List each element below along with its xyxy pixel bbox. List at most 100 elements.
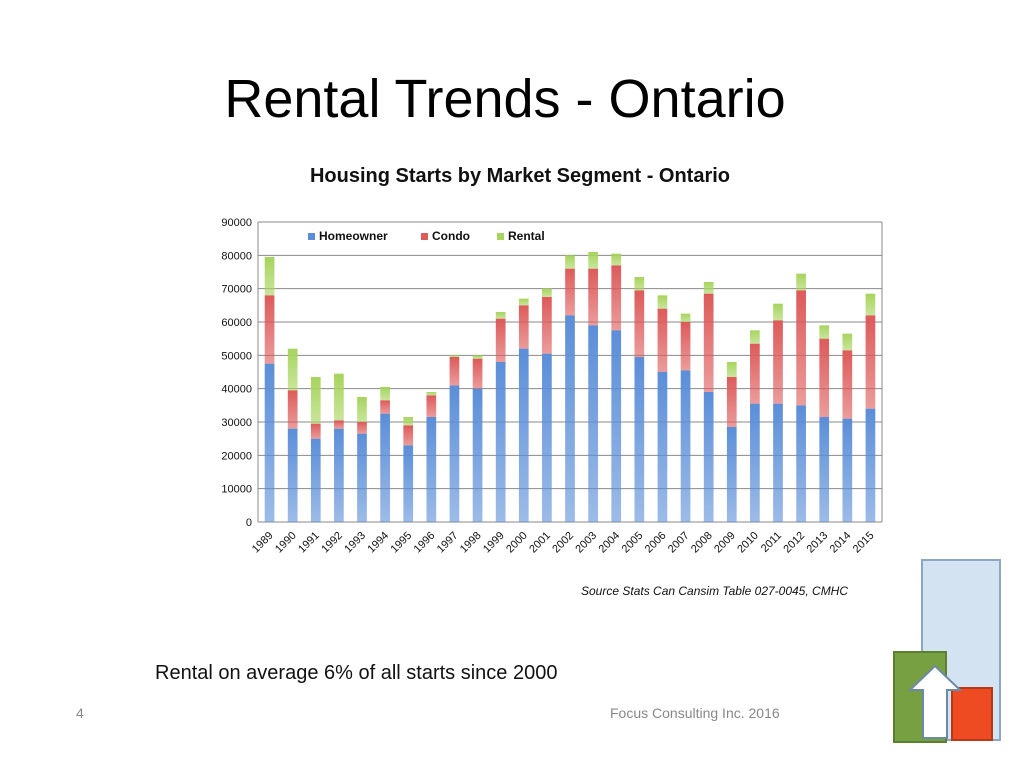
bar-rental-1989 — [264, 257, 275, 296]
bar-condo-2008 — [703, 293, 714, 392]
footer-text: Focus Consulting Inc. 2016 — [610, 705, 780, 721]
x-tick-label: 1993 — [342, 530, 368, 556]
x-tick-label: 2010 — [735, 530, 761, 556]
x-tick-label: 2001 — [527, 530, 553, 556]
bar-rental-2011 — [773, 303, 783, 321]
x-tick-label: 2005 — [620, 530, 646, 556]
y-tick-label: 80000 — [221, 250, 252, 262]
slide-title: Rental Trends - Ontario — [224, 69, 786, 129]
bar-condo-2002 — [565, 268, 575, 316]
y-tick-label: 0 — [246, 517, 252, 529]
bar-homeowner-2006 — [657, 372, 668, 522]
bar-homeowner-2009 — [726, 427, 737, 522]
x-tick-label: 2011 — [759, 530, 784, 555]
bar-rental-1998 — [472, 355, 483, 359]
bar-homeowner-1994 — [380, 413, 390, 522]
bar-condo-2010 — [750, 343, 760, 404]
bar-homeowner-1996 — [426, 417, 437, 522]
bar-homeowner-1990 — [287, 428, 298, 522]
x-tick-label: 1996 — [412, 530, 438, 556]
chart-title: Housing Starts by Market Segment - Ontar… — [309, 165, 731, 187]
bar-condo-1993 — [357, 422, 367, 434]
bar-rental-1997 — [449, 355, 460, 357]
bar-condo-2001 — [542, 297, 552, 354]
summary-text: Rental on average 6% of all starts since… — [155, 662, 558, 684]
bar-rental-2008 — [703, 282, 714, 294]
x-tick-label: 2000 — [504, 530, 530, 556]
bar-homeowner-1992 — [334, 428, 344, 522]
bar-rental-1999 — [495, 312, 506, 319]
bar-condo-2005 — [634, 290, 645, 357]
bar-condo-1995 — [403, 425, 414, 446]
x-tick-label: 1991 — [296, 530, 322, 556]
bar-rental-2007 — [680, 313, 691, 322]
bar-rental-2003 — [588, 252, 598, 269]
x-tick-label: 1999 — [481, 530, 507, 556]
bar-rental-1994 — [380, 387, 390, 401]
bar-condo-2003 — [588, 268, 598, 326]
slide-number: 4 — [76, 705, 84, 721]
bar-condo-2004 — [611, 265, 622, 331]
bar-condo-2006 — [657, 308, 668, 372]
bar-homeowner-2001 — [542, 353, 552, 522]
bar-rental-2013 — [819, 325, 830, 339]
bar-homeowner-2004 — [611, 330, 622, 522]
bar-homeowner-2007 — [680, 370, 691, 522]
bar-homeowner-1993 — [357, 433, 367, 522]
bar-condo-2009 — [726, 377, 737, 427]
bar-homeowner-1997 — [449, 385, 460, 522]
bar-homeowner-1999 — [495, 362, 506, 522]
bar-rental-2002 — [565, 255, 575, 269]
bar-homeowner-1991 — [310, 438, 321, 522]
stacked-bar-chart: 0 10000 20000 30000 40000 50000 60000 70000 8000… — [221, 217, 883, 556]
x-tick-label: 2015 — [851, 530, 877, 556]
bar-rental-2010 — [750, 330, 760, 344]
bar-homeowner-1998 — [472, 388, 483, 522]
source-note: Source Stats Can Cansim Table 027-0045, … — [581, 584, 849, 598]
bar-condo-2014 — [842, 350, 853, 419]
bar-condo-1996 — [426, 395, 437, 417]
bar-condo-2015 — [865, 315, 876, 409]
bar-rental-2004 — [611, 253, 622, 266]
bar-condo-2013 — [819, 338, 830, 417]
x-tick-label: 2004 — [597, 530, 623, 556]
legend-swatch-rental — [497, 233, 504, 240]
y-tick-label: 50000 — [221, 350, 252, 362]
x-tick-label: 2003 — [573, 530, 599, 556]
x-tick-label: 2002 — [550, 530, 576, 556]
bar-rental-1991 — [310, 377, 321, 424]
bar-rental-2009 — [726, 362, 737, 377]
y-tick-label: 20000 — [221, 450, 252, 462]
bar-rental-2006 — [657, 295, 668, 309]
legend-swatch-condo — [421, 233, 428, 240]
x-tick-label: 1995 — [389, 530, 415, 556]
bar-homeowner-2015 — [865, 408, 876, 522]
x-tick-label: 2013 — [805, 530, 831, 556]
bar-rental-2014 — [842, 333, 853, 351]
bar-rental-1995 — [403, 417, 414, 426]
bar-condo-1994 — [380, 400, 390, 414]
bar-homeowner-2003 — [588, 325, 598, 522]
legend-label-rental: Rental — [508, 229, 545, 243]
bar-condo-1989 — [264, 295, 275, 364]
x-tick-label: 2009 — [712, 530, 738, 556]
bar-condo-1999 — [495, 318, 506, 362]
bar-condo-1998 — [472, 358, 483, 389]
legend-label-homeowner: Homeowner — [319, 229, 388, 243]
bar-homeowner-2014 — [842, 418, 853, 522]
bar-condo-2000 — [518, 305, 529, 349]
x-tick-label: 1998 — [458, 530, 484, 556]
bar-rental-2005 — [634, 277, 645, 291]
bar-rental-2015 — [865, 293, 876, 316]
bar-rental-1993 — [357, 397, 367, 422]
legend-swatch-homeowner — [308, 233, 315, 240]
y-tick-label: 60000 — [221, 317, 252, 329]
bar-rental-2000 — [518, 298, 529, 306]
legend-label-condo: Condo — [432, 229, 470, 243]
bar-rental-1992 — [334, 373, 344, 421]
x-tick-label: 2012 — [781, 530, 807, 556]
x-tick-label: 2014 — [828, 530, 854, 556]
bar-condo-1991 — [310, 423, 321, 439]
bar-rental-2001 — [542, 288, 552, 297]
y-tick-label: 70000 — [221, 284, 252, 296]
